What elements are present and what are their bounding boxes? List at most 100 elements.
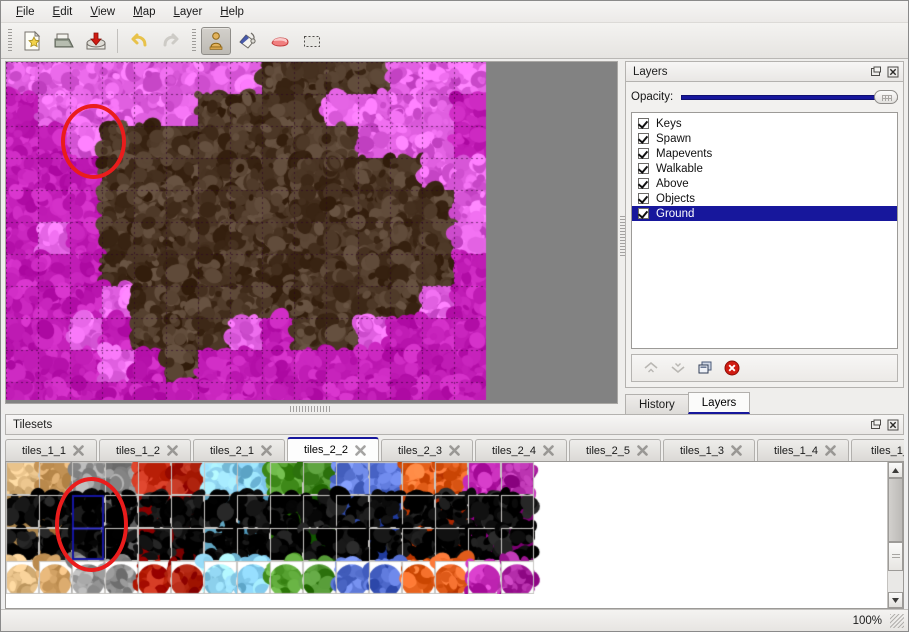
tileset-tab-tiles_1_[interactable]: tiles_1_ xyxy=(851,439,904,461)
tileset-tab-close-icon[interactable] xyxy=(167,445,178,456)
scroll-up-button[interactable] xyxy=(888,462,903,478)
menu-item-edit[interactable]: Edit xyxy=(52,5,73,18)
open-map-button[interactable] xyxy=(49,27,79,55)
tileset-canvas[interactable] xyxy=(6,462,879,594)
move-layer-down-button[interactable] xyxy=(666,357,690,379)
slider-handle[interactable] xyxy=(874,90,898,104)
tileset-canvas-viewport[interactable] xyxy=(6,462,887,608)
tileset-tab-label: tiles_2_3 xyxy=(397,444,443,457)
redo-button[interactable] xyxy=(156,27,186,55)
zoom-level-label: 100% xyxy=(852,614,882,627)
tileset-tab-close-icon[interactable] xyxy=(825,445,836,456)
layer-visibility-checkbox[interactable] xyxy=(638,178,649,189)
eraser-icon xyxy=(271,36,289,47)
layer-visibility-checkbox[interactable] xyxy=(638,148,649,159)
tilesets-close-button[interactable] xyxy=(886,418,900,432)
tileset-tab-tiles_2_5[interactable]: tiles_2_5 xyxy=(569,439,661,461)
layer-visibility-checkbox[interactable] xyxy=(638,118,649,129)
tileset-tab-close-icon[interactable] xyxy=(73,445,84,456)
layer-name-label: Spawn xyxy=(656,132,692,145)
toolbar-drag-handle-2[interactable] xyxy=(190,28,197,53)
tileset-tab-label: tiles_2_5 xyxy=(585,444,631,457)
close-icon xyxy=(887,66,899,77)
undock-icon xyxy=(871,419,881,429)
status-bar: 100% xyxy=(1,609,908,631)
menu-item-file[interactable]: File xyxy=(16,5,35,18)
close-icon xyxy=(887,419,899,430)
scrollbar-track[interactable] xyxy=(888,478,903,592)
layer-visibility-checkbox[interactable] xyxy=(638,193,649,204)
tileset-tab-label: tiles_1_2 xyxy=(115,444,161,457)
tileset-tab-label: tiles_1_3 xyxy=(679,444,725,457)
stamp-tool-button[interactable] xyxy=(201,26,231,55)
slider-fill xyxy=(681,95,888,100)
scrollbar-thumb[interactable] xyxy=(888,541,903,572)
opacity-control-row: Opacity: xyxy=(631,86,898,108)
chevron-down-icon xyxy=(671,363,685,374)
move-layer-up-button[interactable] xyxy=(639,357,663,379)
layer-visibility-checkbox[interactable] xyxy=(638,133,649,144)
dock-tab-history[interactable]: History xyxy=(625,394,689,414)
tileset-tab-close-icon[interactable] xyxy=(543,445,554,456)
fill-bucket-button[interactable] xyxy=(233,27,263,55)
tileset-tab-tiles_2_4[interactable]: tiles_2_4 xyxy=(475,439,567,461)
menu-item-layer[interactable]: Layer xyxy=(173,5,203,18)
tileset-vertical-scrollbar[interactable] xyxy=(887,462,903,608)
save-map-button[interactable] xyxy=(81,27,111,55)
tileset-tab-tiles_1_2[interactable]: tiles_1_2 xyxy=(99,439,191,461)
menu-item-map[interactable]: Map xyxy=(133,5,156,18)
layers-close-button[interactable] xyxy=(886,65,900,79)
tileset-tab-close-icon[interactable] xyxy=(637,445,648,456)
eraser-button[interactable] xyxy=(265,27,295,55)
layer-name-label: Objects xyxy=(656,192,695,205)
layer-visibility-checkbox[interactable] xyxy=(638,163,649,174)
resize-grip-icon[interactable] xyxy=(890,613,904,628)
toolbar-drag-handle[interactable] xyxy=(6,28,13,53)
new-map-icon xyxy=(24,30,41,50)
dock-tab-layers[interactable]: Layers xyxy=(687,392,751,414)
opacity-label: Opacity: xyxy=(631,91,674,103)
tileset-tab-close-icon[interactable] xyxy=(731,445,742,456)
undo-button[interactable] xyxy=(124,27,154,55)
select-rect-button[interactable] xyxy=(297,27,327,55)
duplicate-layer-button[interactable] xyxy=(693,357,717,379)
tileset-tab-label: tiles_1_1 xyxy=(21,444,67,457)
select-rect-icon xyxy=(304,35,320,47)
tileset-tab-close-icon[interactable] xyxy=(261,445,272,456)
layer-row[interactable]: Mapevents xyxy=(632,146,897,161)
vertical-splitter[interactable] xyxy=(620,59,625,414)
layers-undock-button[interactable] xyxy=(869,65,883,79)
new-map-button[interactable] xyxy=(17,27,47,55)
splitter-grip xyxy=(289,406,332,412)
map-canvas-viewport[interactable] xyxy=(5,61,618,404)
layer-visibility-checkbox[interactable] xyxy=(638,208,649,219)
tileset-tab-close-icon[interactable] xyxy=(355,444,366,456)
layer-row[interactable]: Walkable xyxy=(632,161,897,176)
tileset-tab-tiles_2_2[interactable]: tiles_2_2 xyxy=(287,437,379,461)
scroll-down-button[interactable] xyxy=(888,592,903,608)
tilesets-undock-button[interactable] xyxy=(869,418,883,432)
layers-panel-title: Layers xyxy=(633,65,668,78)
tileset-tab-tiles_1_3[interactable]: tiles_1_3 xyxy=(663,439,755,461)
fill-bucket-icon xyxy=(239,32,256,49)
layer-row[interactable]: Above xyxy=(632,176,897,191)
tileset-tab-tiles_2_3[interactable]: tiles_2_3 xyxy=(381,439,473,461)
map-canvas[interactable] xyxy=(6,62,617,400)
layer-row[interactable]: Spawn xyxy=(632,131,897,146)
horizontal-splitter[interactable] xyxy=(1,404,620,414)
tileset-tab-tiles_2_1[interactable]: tiles_2_1 xyxy=(193,439,285,461)
menu-item-help[interactable]: Help xyxy=(220,5,244,18)
tileset-tab-close-icon[interactable] xyxy=(449,445,460,456)
delete-layer-button[interactable] xyxy=(720,357,744,379)
triangle-down-icon xyxy=(892,597,899,603)
tileset-tab-tiles_1_1[interactable]: tiles_1_1 xyxy=(5,439,97,461)
layer-list[interactable]: Keys Spawn Mapevents Walkable Above Objects Gr… xyxy=(631,112,898,349)
scrollbar-upper-region[interactable] xyxy=(888,478,903,542)
layer-row[interactable]: Ground xyxy=(632,206,897,221)
layer-row[interactable]: Objects xyxy=(632,191,897,206)
triangle-up-icon xyxy=(892,467,899,473)
tileset-tab-tiles_1_4[interactable]: tiles_1_4 xyxy=(757,439,849,461)
layer-row[interactable]: Keys xyxy=(632,116,897,131)
menu-item-view[interactable]: View xyxy=(90,5,116,18)
opacity-slider[interactable] xyxy=(681,89,898,105)
